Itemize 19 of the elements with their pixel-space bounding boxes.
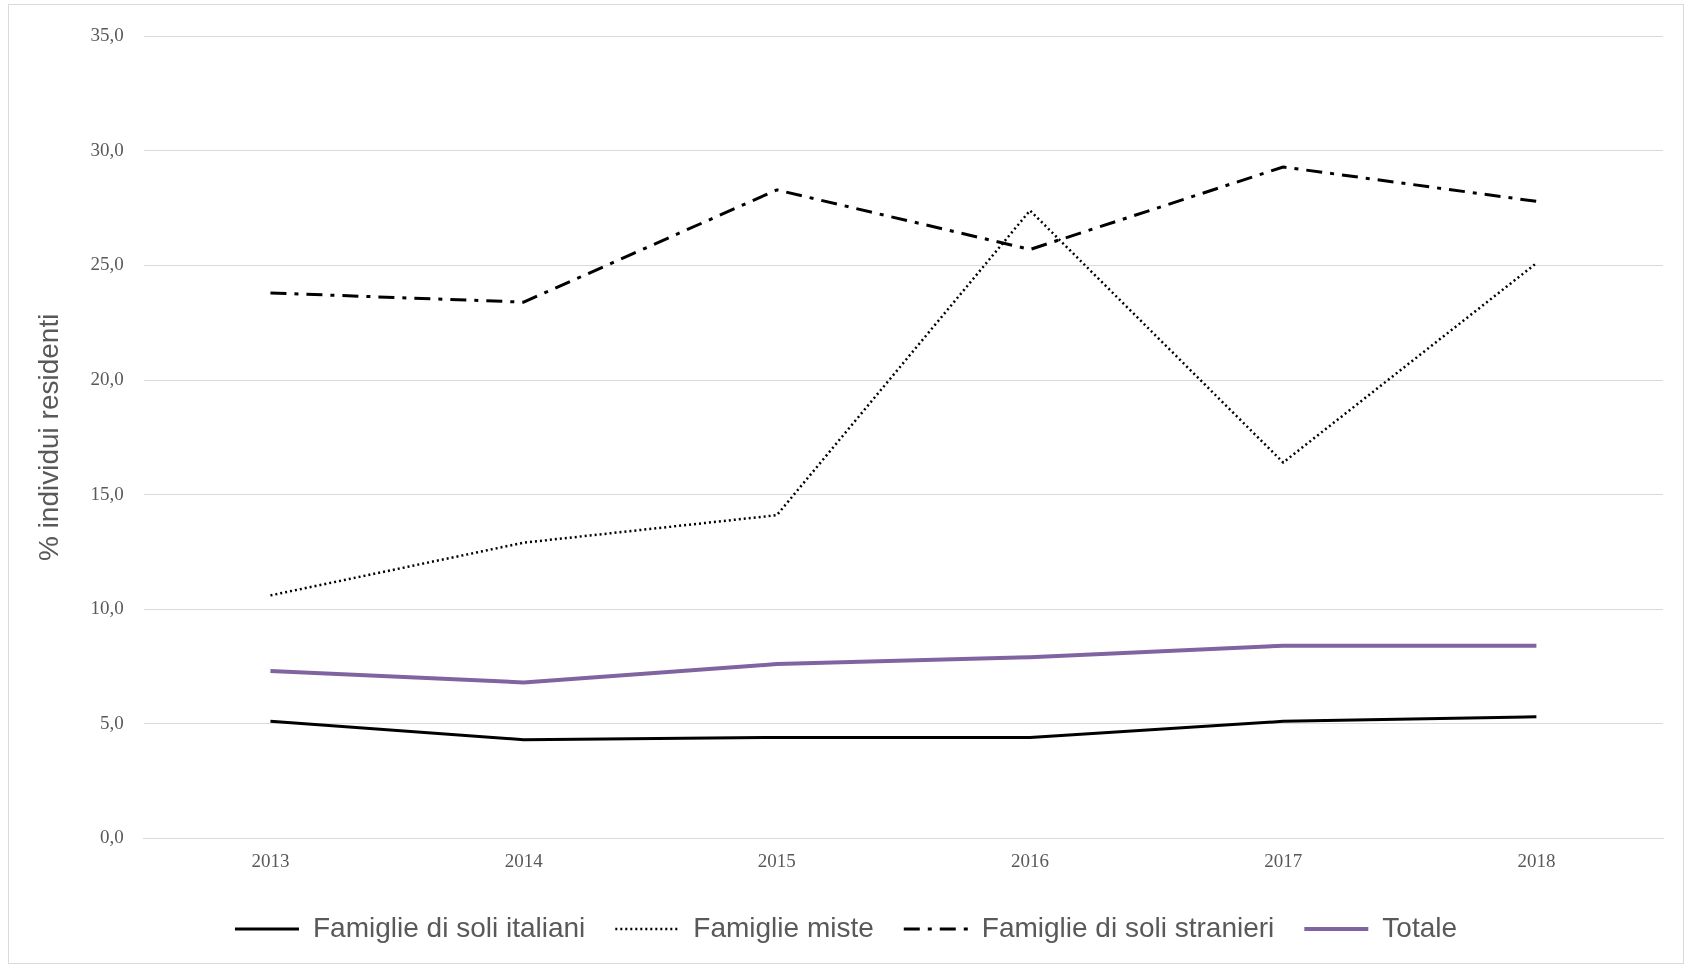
y-axis-title: % individui residenti [32, 313, 64, 562]
x-tick-label: 2017 [1264, 849, 1303, 871]
legend-label: Totale [1382, 911, 1458, 943]
x-tick-label: 2014 [504, 849, 544, 871]
y-tick-label: 20,0 [90, 368, 124, 390]
y-tick-label: 15,0 [90, 482, 124, 504]
y-tick-label: 35,0 [90, 24, 124, 46]
x-tick-label: 2018 [1517, 849, 1556, 871]
y-tick-label: 30,0 [90, 138, 124, 160]
legend-label: Famiglie di soli italiani [312, 911, 586, 943]
y-tick-label: 10,0 [90, 597, 124, 619]
y-tick-label: 0,0 [100, 826, 124, 848]
x-tick-label: 2016 [1011, 849, 1050, 871]
legend-label: Famiglie di soli stranieri [981, 911, 1275, 943]
y-tick-label: 5,0 [100, 711, 124, 733]
y-tick-label: 25,0 [90, 253, 124, 275]
x-tick-label: 2013 [251, 849, 290, 871]
x-tick-label: 2015 [757, 849, 796, 871]
legend-label: Famiglie miste [693, 911, 874, 943]
